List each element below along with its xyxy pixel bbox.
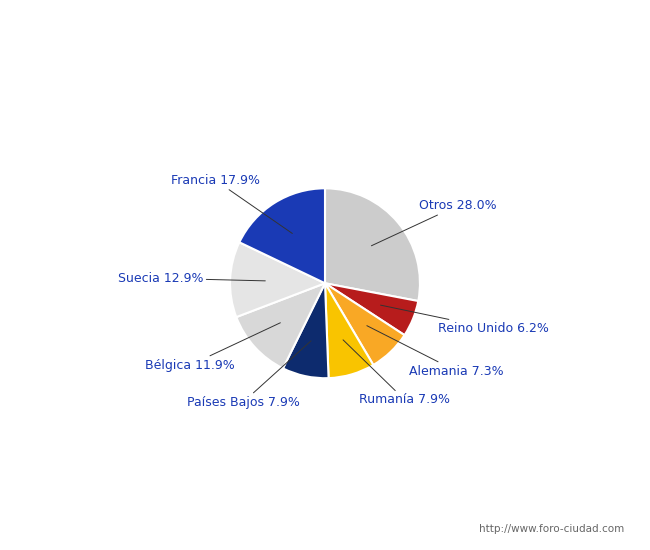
Wedge shape <box>325 283 418 335</box>
Wedge shape <box>283 283 329 378</box>
Wedge shape <box>325 283 373 378</box>
Text: Suecia 12.9%: Suecia 12.9% <box>118 272 265 285</box>
Text: Alemania 7.3%: Alemania 7.3% <box>367 326 504 377</box>
Text: Países Bajos 7.9%: Países Bajos 7.9% <box>187 341 311 409</box>
Wedge shape <box>237 283 325 368</box>
Text: http://www.foro-ciudad.com: http://www.foro-ciudad.com <box>479 524 624 534</box>
Wedge shape <box>325 188 420 301</box>
Text: Bélgica 11.9%: Bélgica 11.9% <box>146 323 280 372</box>
Text: Reino Unido 6.2%: Reino Unido 6.2% <box>380 305 549 335</box>
Text: Francia 17.9%: Francia 17.9% <box>171 174 292 233</box>
Text: Rumanía 7.9%: Rumanía 7.9% <box>343 340 450 406</box>
Wedge shape <box>239 188 325 283</box>
Wedge shape <box>325 283 404 365</box>
Wedge shape <box>230 243 325 317</box>
Text: Campo de Criptana - Turistas extranjeros según país - Octubre de 2024: Campo de Criptana - Turistas extranjeros… <box>63 21 587 37</box>
Text: Otros 28.0%: Otros 28.0% <box>371 199 496 246</box>
